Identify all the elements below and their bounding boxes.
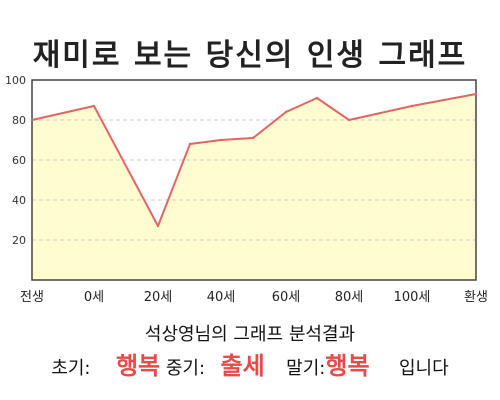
data-point	[347, 118, 351, 122]
plot-frame	[31, 79, 477, 281]
y-tick-label: 20	[12, 234, 26, 247]
chart-title: 재미로 보는 당신의 인생 그래프	[32, 38, 468, 73]
y-tick-label: 100	[5, 74, 26, 87]
summary-suffix: 입니다	[399, 358, 449, 379]
data-point	[30, 118, 34, 122]
data-point	[188, 142, 192, 146]
y-tick-label: 80	[12, 114, 26, 127]
data-point	[251, 136, 255, 140]
late-label: 말기:	[286, 358, 326, 379]
x-tick-label: 100세	[394, 290, 431, 305]
summary-caption: 석상영님의 그래프 분석결과	[144, 324, 356, 345]
mid-label: 중기:	[165, 358, 206, 379]
early-label: 초기:	[51, 358, 91, 379]
data-point	[156, 224, 160, 228]
x-tick-label: 40세	[207, 290, 236, 305]
data-point	[315, 96, 319, 100]
x-tick-label: 0세	[84, 290, 104, 305]
mid-value: 출세	[220, 352, 265, 380]
data-point	[284, 110, 288, 114]
x-tick-label: 환생	[464, 290, 488, 305]
summary-result: 초기: 행복 중기: 출세 말기:행복 입니다	[0, 346, 500, 381]
x-tick-label: 60세	[272, 290, 301, 305]
late-value: 행복	[325, 352, 370, 380]
data-point	[474, 92, 478, 96]
data-point	[219, 138, 223, 142]
x-tick-label: 20세	[144, 290, 173, 305]
y-tick-label: 60	[12, 154, 26, 167]
y-tick-label: 40	[12, 194, 26, 207]
x-tick-label: 전생	[20, 290, 44, 305]
early-value: 행복	[115, 352, 161, 380]
data-point	[410, 104, 414, 108]
x-tick-label: 80세	[335, 290, 364, 305]
data-point	[92, 104, 96, 108]
area-fill	[32, 94, 476, 280]
